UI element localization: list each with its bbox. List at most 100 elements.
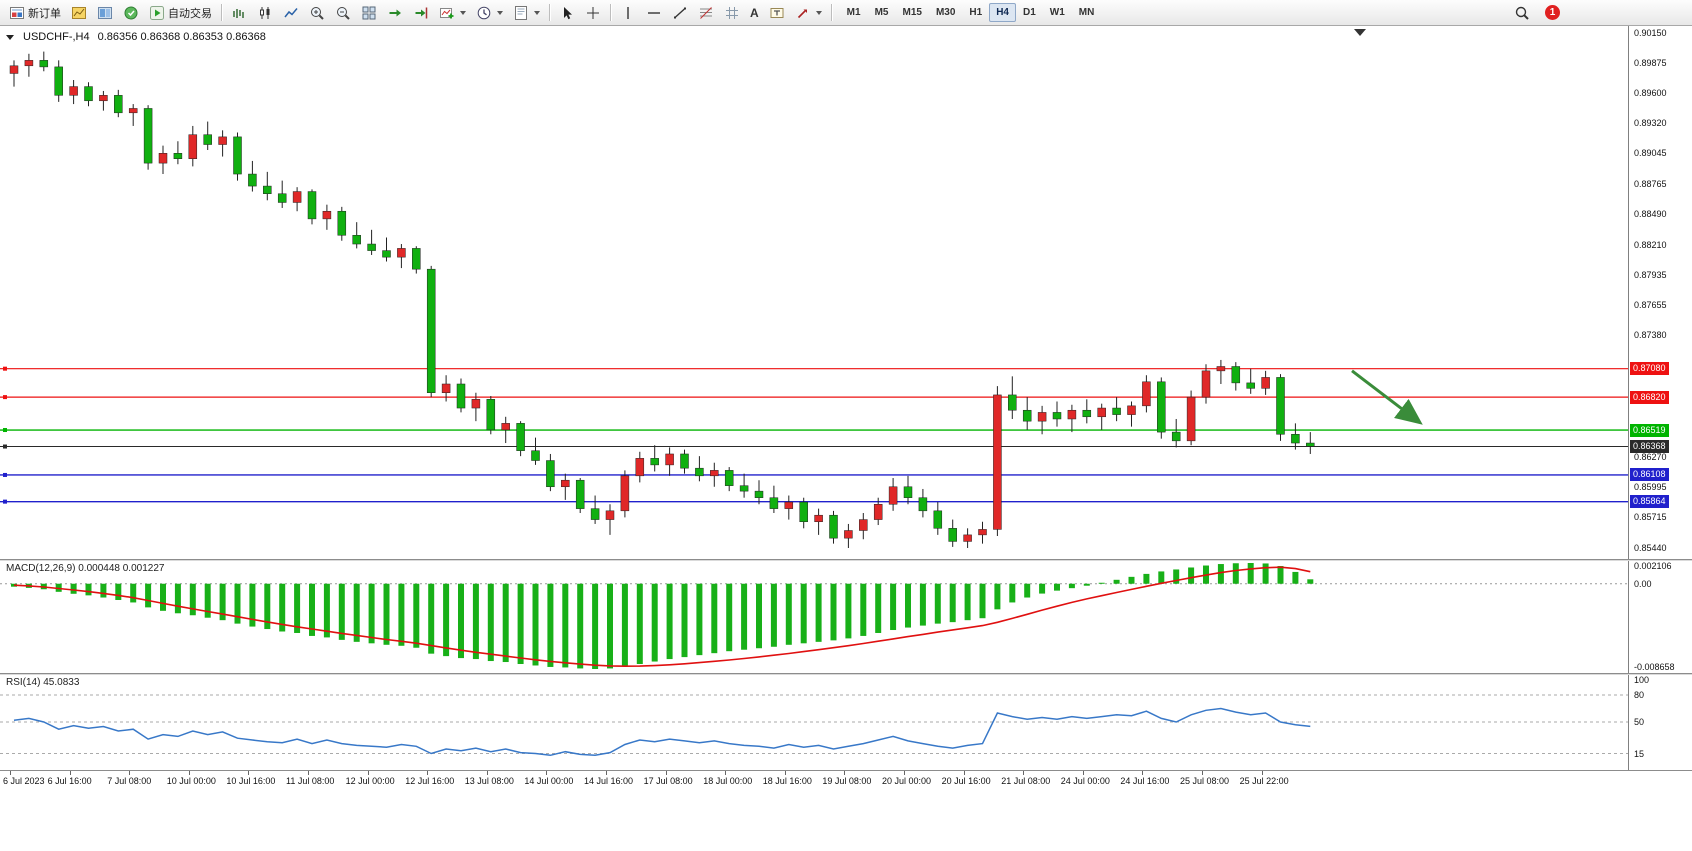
time-axis-label: 20 Jul 00:00 xyxy=(882,776,932,786)
candle xyxy=(233,136,242,175)
candle xyxy=(84,86,93,102)
indicators-button[interactable] xyxy=(434,2,471,23)
macd-signal-line xyxy=(13,566,1311,668)
price-tick-label: 0.89045 xyxy=(1634,148,1667,159)
one-click-trading-toggle[interactable] xyxy=(6,34,14,40)
macd-histogram-bar xyxy=(800,583,807,644)
templates-button[interactable] xyxy=(508,2,545,23)
macd-histogram-bar xyxy=(577,583,584,669)
candle xyxy=(1037,412,1047,422)
trendline-tool-button[interactable] xyxy=(667,2,693,23)
macd-histogram-bar xyxy=(219,583,226,621)
macd-histogram-bar xyxy=(621,583,628,667)
time-axis-label: 21 Jul 08:00 xyxy=(1001,776,1051,786)
candle xyxy=(859,519,868,531)
macd-chart[interactable] xyxy=(0,561,1628,673)
macd-histogram-bar xyxy=(592,583,599,669)
macd-histogram-bar xyxy=(696,583,703,656)
text-tool-button[interactable]: A xyxy=(745,2,764,23)
candle xyxy=(829,514,838,539)
timeframe-button-d1[interactable]: D1 xyxy=(1022,7,1036,18)
candlestick-mode-button[interactable] xyxy=(252,2,278,23)
timeframe-button-h4[interactable]: H4 xyxy=(989,3,1016,22)
price-scale[interactable]: 0.90150 0.89875 0.89600 0.89320 0.89045 0.887… xyxy=(1628,26,1692,559)
search-button[interactable] xyxy=(1509,2,1535,23)
timeframe-group: M1 M5 M15 M30 H1 H4 D1 W1 MN xyxy=(840,3,1102,22)
crosshair-tool-button[interactable] xyxy=(580,2,606,23)
macd-histogram-bar xyxy=(1009,583,1016,603)
candlestick-chart[interactable] xyxy=(0,26,1628,559)
time-axis-label: 12 Jul 16:00 xyxy=(405,776,455,786)
charts-button[interactable] xyxy=(66,2,92,23)
candle xyxy=(322,210,332,220)
macd-histogram-bar xyxy=(383,583,390,645)
macd-histogram-bar xyxy=(130,583,137,603)
time-axis-tick xyxy=(904,771,905,775)
time-axis-tick xyxy=(844,771,846,775)
alerts-button[interactable] xyxy=(118,2,144,23)
price-line-badge: 0.87080 xyxy=(1630,362,1669,376)
rsi-chart[interactable] xyxy=(0,675,1628,770)
price-tick-label: 0.85440 xyxy=(1634,542,1667,553)
candle xyxy=(724,470,734,486)
candle xyxy=(1082,409,1092,418)
profiles-icon xyxy=(98,6,112,19)
vertical-line-tool-button[interactable] xyxy=(615,2,641,23)
time-axis-label: 19 Jul 08:00 xyxy=(822,776,872,786)
bar-chart-mode-button[interactable] xyxy=(226,2,252,23)
time-axis-tick xyxy=(486,771,488,775)
zoom-in-button[interactable] xyxy=(304,2,330,23)
support-blue-upper-anchor xyxy=(3,472,7,477)
cursor-tool-button[interactable] xyxy=(554,2,580,23)
macd-histogram-bar xyxy=(949,583,956,623)
timeframe-button-m1[interactable]: M1 xyxy=(846,7,861,18)
fibonacci-tool-button[interactable] xyxy=(693,2,719,23)
timeframe-button-w1[interactable]: W1 xyxy=(1049,7,1065,18)
arrows-tool-button[interactable] xyxy=(790,2,827,23)
time-axis-tick xyxy=(308,771,309,775)
macd-histogram-bar xyxy=(472,583,479,660)
candle xyxy=(948,528,957,542)
candle xyxy=(1067,409,1077,420)
timeframe-button-mn[interactable]: MN xyxy=(1078,7,1095,18)
new-order-button[interactable]: 新订单 xyxy=(4,2,66,23)
line-chart-mode-button[interactable] xyxy=(278,2,304,23)
macd-histogram-bar xyxy=(994,583,1001,610)
tile-windows-button[interactable] xyxy=(356,2,382,23)
dropdown-caret xyxy=(534,10,540,15)
price-tick-label: 0.88490 xyxy=(1634,209,1667,219)
grid-tool-button[interactable] xyxy=(719,2,745,23)
timeframe-button-m15[interactable]: M15 xyxy=(902,7,922,18)
candle xyxy=(873,504,883,520)
horizontal-line-tool-button[interactable] xyxy=(641,2,667,23)
auto-scroll-button[interactable] xyxy=(382,2,408,23)
candle xyxy=(650,458,659,466)
profiles-button[interactable] xyxy=(92,2,118,23)
candle xyxy=(903,486,913,498)
chart-shift-marker[interactable] xyxy=(1354,29,1366,36)
panel-separator[interactable] xyxy=(0,673,1692,675)
periods-button[interactable] xyxy=(471,2,508,23)
timeframe-button-m5[interactable]: M5 xyxy=(874,7,889,18)
timeframe-button-h1[interactable]: H1 xyxy=(969,7,983,18)
candle xyxy=(1201,370,1211,398)
text-label-tool-button[interactable] xyxy=(764,2,790,23)
zoom-out-button[interactable] xyxy=(330,2,356,23)
candle xyxy=(397,248,406,258)
time-axis[interactable]: 6 Jul 2023 6 Jul 16:00 7 Jul 08:00 10 Jul 0… xyxy=(0,770,1692,792)
price-tick-label: 0.87935 xyxy=(1634,269,1667,280)
macd-histogram-bar xyxy=(666,583,673,660)
macd-histogram-bar xyxy=(919,583,926,626)
notification-badge[interactable]: 1 xyxy=(1545,5,1560,20)
macd-plot: MACD(12,26,9) 0.000448 0.001227 xyxy=(0,561,1628,673)
time-axis-tick xyxy=(1082,771,1084,775)
timeframe-button-m30[interactable]: M30 xyxy=(935,7,956,18)
autotrading-button[interactable]: 自动交易 xyxy=(144,2,217,23)
chart-shift-button[interactable] xyxy=(408,2,434,23)
trend-arrow[interactable] xyxy=(1351,369,1423,425)
panel-separator[interactable] xyxy=(0,559,1692,561)
dropdown-caret xyxy=(497,10,503,15)
time-axis-label: 20 Jul 16:00 xyxy=(941,776,991,786)
candle xyxy=(1231,366,1241,384)
time-axis-tick xyxy=(367,771,369,775)
